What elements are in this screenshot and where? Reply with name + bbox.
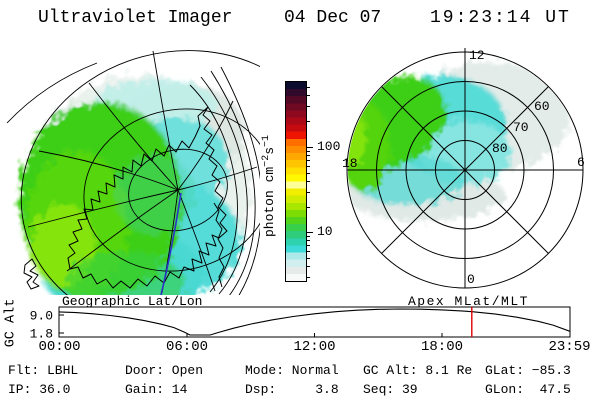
colorbar-minor-tick bbox=[307, 206, 310, 208]
orbit-track-line bbox=[160, 192, 182, 295]
mlt-label-0: 0 bbox=[467, 272, 475, 287]
colorbar-minor-tick bbox=[307, 257, 310, 259]
colorbar-minor-tick bbox=[307, 266, 310, 268]
mlat-label-80: 80 bbox=[492, 141, 508, 156]
colorbar-minor-tick bbox=[307, 165, 310, 167]
colorbar-minor-tick bbox=[307, 87, 310, 89]
xtick-2359: 23:59 bbox=[548, 339, 591, 355]
colorbar-minor-tick bbox=[307, 251, 310, 253]
mlt-label-18: 18 bbox=[342, 156, 358, 171]
apex-panel-title: Apex MLat/MLT bbox=[408, 294, 529, 309]
xtick-0600: 06:00 bbox=[165, 339, 209, 355]
timeline-frame bbox=[58, 306, 571, 338]
colorbar-minor-tick bbox=[307, 160, 310, 161]
status-ip: IP: 36.0 bbox=[8, 382, 71, 397]
colorbar-minor-tick bbox=[307, 106, 310, 108]
xtick-1200: 12:00 bbox=[293, 339, 336, 355]
status-mode: Mode: Normal bbox=[245, 363, 339, 378]
colorbar-minor-tick bbox=[307, 245, 310, 247]
xtick-0000: 00:00 bbox=[38, 339, 81, 355]
xtick-1800: 18:00 bbox=[420, 339, 464, 355]
colorbar-minor-tick bbox=[307, 95, 310, 97]
apex-image-panel: 12 18 6 0 60 70 80 bbox=[342, 48, 585, 289]
colorbar-minor-tick bbox=[307, 240, 310, 242]
ytick-1-8: 1.8 bbox=[30, 327, 53, 342]
colorbar-minor-tick bbox=[307, 276, 310, 278]
colorbar-gradient bbox=[285, 81, 307, 282]
status-seq: Seq: 39 bbox=[363, 382, 418, 397]
colorbar-minor-tick bbox=[307, 155, 310, 157]
colorbar-minor-tick bbox=[307, 172, 310, 174]
header-time: 19:23:14 UT bbox=[430, 8, 571, 28]
colorbar-minor-tick bbox=[307, 150, 310, 152]
geographic-grid bbox=[6, 50, 260, 295]
geographic-image-panel bbox=[6, 50, 260, 295]
status-gain: Gain: 14 bbox=[125, 382, 188, 397]
colorbar-major-tick bbox=[307, 232, 313, 234]
unit-label-pre: photon cm bbox=[262, 166, 278, 238]
unit-label-mid: s bbox=[262, 146, 278, 155]
status-gc-alt: GC Alt: 8.1 Re bbox=[363, 363, 473, 378]
mlat-label-70: 70 bbox=[513, 120, 529, 135]
status-dsp: Dsp: 3.8 bbox=[245, 382, 339, 397]
status-glon: GLon: 47.5 bbox=[485, 382, 571, 397]
colorbar-tick-label: 100 bbox=[317, 138, 341, 154]
apex-grid-labels: 12 18 6 0 60 70 80 bbox=[342, 48, 585, 287]
colorbar-minor-tick bbox=[307, 180, 310, 182]
mlt-label-12: 12 bbox=[469, 48, 485, 63]
status-glat: GLat: −85.3 bbox=[485, 363, 571, 378]
page-title: Ultraviolet Imager bbox=[38, 8, 233, 28]
altitude-curve bbox=[59, 308, 570, 336]
coastline bbox=[23, 106, 228, 290]
apex-grid bbox=[346, 48, 584, 289]
colorbar-minor-tick bbox=[307, 236, 310, 238]
status-flt: Flt: LBHL bbox=[8, 363, 79, 378]
geographic-panel-title: Geographic Lat/Lon bbox=[62, 294, 203, 309]
altitude-timeline: GC Alt 9.0 1.8 bbox=[4, 299, 571, 348]
timeline-ylabel: GC Alt bbox=[4, 299, 19, 348]
unit-label-sup2: −1 bbox=[260, 134, 272, 147]
timeline-axis-ticks bbox=[59, 314, 443, 337]
colorbar-major-tick bbox=[307, 146, 313, 148]
colorbar-minor-tick bbox=[307, 120, 310, 122]
mlt-label-6: 6 bbox=[577, 155, 585, 170]
colorbar-ticks: 100 10 bbox=[307, 81, 347, 280]
mlat-label-60: 60 bbox=[534, 99, 550, 114]
colorbar-minor-tick bbox=[307, 191, 310, 193]
aurora-image-geographic bbox=[19, 75, 252, 295]
colorbar-unit-label: photon cm−2s−1 bbox=[261, 135, 277, 237]
status-door: Door: Open bbox=[125, 363, 204, 378]
unit-label-sup1: −2 bbox=[260, 154, 272, 167]
header-date: 04 Dec 07 bbox=[284, 8, 382, 28]
ytick-9: 9.0 bbox=[30, 309, 53, 324]
colorbar-tick-label: 10 bbox=[317, 224, 333, 240]
